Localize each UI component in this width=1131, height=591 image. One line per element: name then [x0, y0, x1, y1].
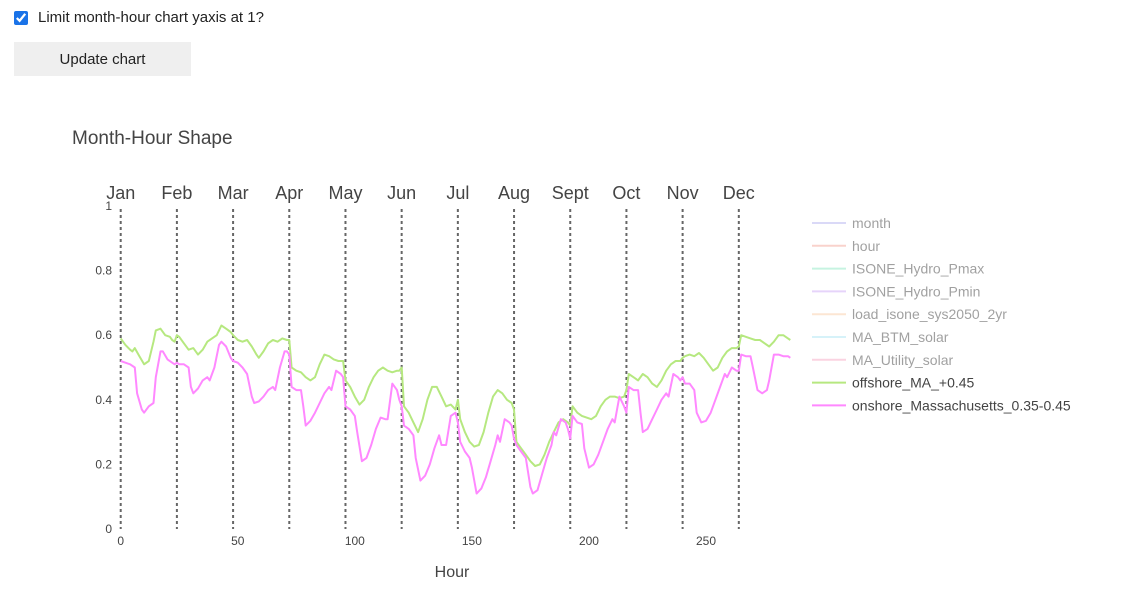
x-tick-label: 100: [345, 534, 365, 548]
x-tick-label: 200: [579, 534, 599, 548]
y-tick-label: 0.4: [95, 393, 112, 407]
chart-title: Month-Hour Shape: [72, 128, 233, 149]
month-label: Feb: [161, 183, 192, 203]
legend-item[interactable]: onshore_Massachusetts_0.35-0.45: [812, 397, 1071, 413]
y-tick-label: 0: [105, 522, 112, 536]
x-tick-label: 150: [462, 534, 482, 548]
y-tick-label: 1: [105, 199, 112, 213]
series-line: [121, 326, 791, 467]
legend-label: hour: [852, 238, 880, 254]
legend-label: onshore_Massachusetts_0.35-0.45: [852, 397, 1071, 413]
y-tick-label: 0.6: [95, 328, 112, 342]
month-label: Apr: [275, 183, 303, 203]
legend-label: MA_Utility_solar: [852, 352, 953, 368]
legend-item[interactable]: offshore_MA_+0.45: [812, 375, 975, 391]
month-label: Dec: [723, 183, 755, 203]
legend-label: offshore_MA_+0.45: [852, 375, 975, 391]
legend-label: ISONE_Hydro_Pmax: [852, 261, 984, 277]
legend-label: MA_BTM_solar: [852, 329, 949, 345]
month-label: Nov: [667, 183, 699, 203]
legend-item[interactable]: hour: [812, 238, 880, 254]
legend-item[interactable]: load_isone_sys2050_2yr: [812, 306, 1007, 322]
legend-item[interactable]: month: [812, 215, 891, 231]
x-axis-title: Hour: [435, 564, 470, 581]
month-hour-chart: Month-Hour Shape Jan Feb Mar Apr May Jun Jul Au…: [0, 0, 1131, 591]
legend-item[interactable]: ISONE_Hydro_Pmin: [812, 283, 980, 299]
y-tick-label: 0.2: [95, 457, 112, 471]
legend-item[interactable]: MA_Utility_solar: [812, 352, 953, 368]
legend-item[interactable]: ISONE_Hydro_Pmax: [812, 261, 984, 277]
y-tick-label: 0.8: [95, 264, 112, 278]
month-label: Oct: [612, 183, 640, 203]
month-label: Aug: [498, 183, 530, 203]
x-tick-label: 50: [231, 534, 245, 548]
month-label: Sept: [552, 183, 589, 203]
month-label: Mar: [218, 183, 249, 203]
legend[interactable]: month hour ISONE_Hydro_Pmax ISONE_Hydro_Pmi…: [812, 215, 1071, 413]
month-label: May: [328, 183, 362, 203]
legend-item[interactable]: MA_BTM_solar: [812, 329, 949, 345]
legend-label: ISONE_Hydro_Pmin: [852, 283, 980, 299]
month-label: Jul: [446, 183, 469, 203]
legend-label: load_isone_sys2050_2yr: [852, 306, 1007, 322]
series-line: [121, 342, 791, 494]
legend-label: month: [852, 215, 891, 231]
month-label: Jun: [387, 183, 416, 203]
x-tick-label: 0: [117, 534, 124, 548]
x-tick-label: 250: [696, 534, 716, 548]
